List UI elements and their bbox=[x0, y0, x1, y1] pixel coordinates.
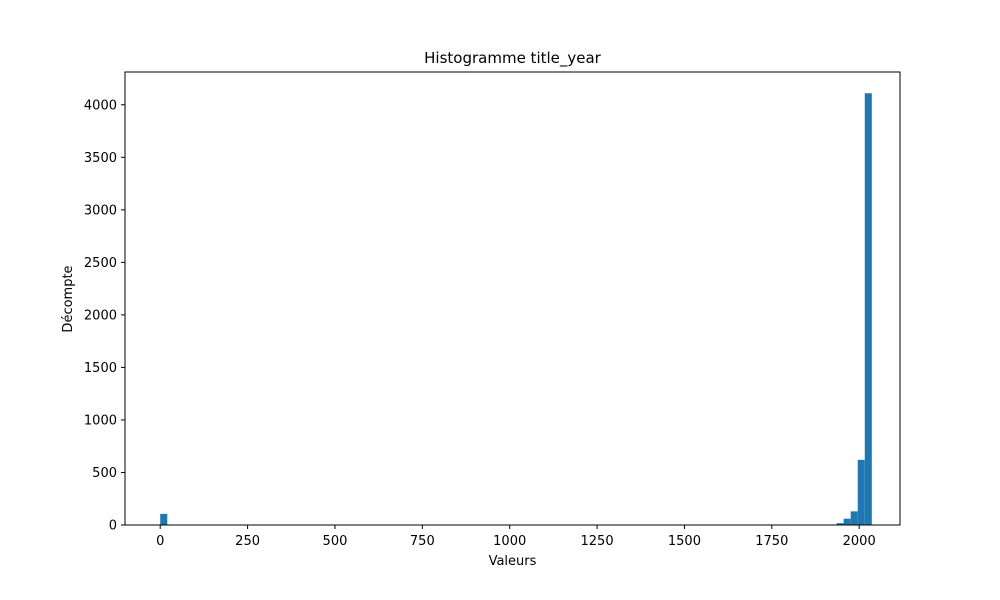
histogram-bar-3 bbox=[843, 518, 851, 525]
x-tick-label-1: 250 bbox=[235, 534, 260, 549]
histogram-bar-5 bbox=[857, 459, 865, 525]
y-axis-ticks: 0 500 1000 1500 2000 2500 3000 3500 4000 bbox=[84, 98, 125, 534]
x-tick-label-6: 1500 bbox=[668, 534, 701, 549]
histogram-bar-4 bbox=[850, 511, 858, 525]
x-axis-ticks: 0 250 500 750 1000 1250 1500 1750 2000 bbox=[156, 525, 876, 549]
y-tick-label-6: 3000 bbox=[84, 203, 117, 218]
y-tick-label-7: 3500 bbox=[84, 151, 117, 166]
chart-title: Histogramme title_year bbox=[424, 49, 602, 68]
y-tick-label-2: 1000 bbox=[84, 413, 117, 428]
x-tick-label-5: 1250 bbox=[581, 534, 614, 549]
y-tick-label-0: 0 bbox=[109, 519, 117, 534]
histogram-bar-2 bbox=[836, 523, 844, 525]
x-tick-label-8: 2000 bbox=[843, 534, 876, 549]
y-tick-label-8: 4000 bbox=[84, 98, 117, 113]
x-tick-label-3: 750 bbox=[410, 534, 435, 549]
histogram-bar-0 bbox=[160, 513, 168, 525]
y-tick-label-3: 1500 bbox=[84, 361, 117, 376]
x-tick-label-7: 1750 bbox=[755, 534, 788, 549]
y-tick-label-4: 2000 bbox=[84, 308, 117, 323]
plot-frame bbox=[124, 71, 901, 526]
x-tick-label-0: 0 bbox=[156, 534, 164, 549]
y-tick-label-1: 500 bbox=[92, 466, 117, 481]
histogram-bar-6 bbox=[864, 93, 872, 525]
x-axis-title: Valeurs bbox=[489, 554, 537, 569]
y-tick-label-5: 2500 bbox=[84, 256, 117, 271]
y-axis-title: Décompte bbox=[61, 265, 76, 332]
x-tick-label-4: 1000 bbox=[493, 534, 526, 549]
x-tick-label-2: 500 bbox=[323, 534, 348, 549]
